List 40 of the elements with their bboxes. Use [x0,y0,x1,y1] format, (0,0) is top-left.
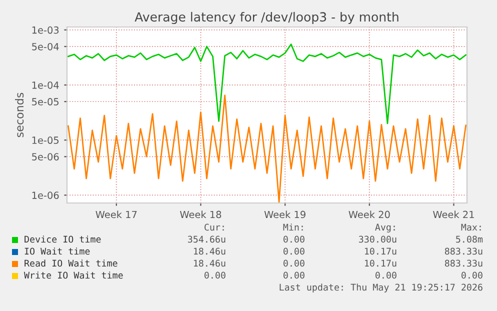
y-tick-label: 1e-05 [32,136,59,144]
text: 18.46u [194,248,226,255]
y-tick-label: 5e-05 [32,98,59,106]
text: 330.00u [358,236,396,243]
text: 883.33u [444,248,482,255]
text: 10.17u [364,248,396,255]
y-axis-title: seconds [15,92,24,138]
text: 883.33u [444,260,482,267]
y-tick-label: 5e-06 [32,153,59,160]
y-tick-label: 1e-06 [32,192,59,199]
text: 0.00 [462,272,482,279]
text: 10.17u [364,260,396,267]
legend-label: Write IO Wait time [24,272,123,279]
text: 0.00 [376,272,396,279]
y-tick-label: 1e-03 [32,26,59,34]
text: Cur: [204,224,224,231]
text: 0.00 [284,236,304,243]
x-tick-label: Week 18 [180,210,222,218]
line-series [68,44,466,124]
legend-label: Read IO Wait time [24,260,118,267]
text: 0.00 [284,272,304,279]
text: 0.00 [284,260,304,267]
text: 0.00 [204,272,226,279]
text: Max: [461,224,481,231]
text: 354.66u [188,236,226,243]
text: 18.46u [194,260,226,267]
text: Last update: Thu May 21 19:25:17 2026 [280,284,482,292]
legend-label: Device IO time [24,236,101,243]
text: 0.00 [284,248,304,255]
x-tick-label: Week 20 [348,210,390,218]
x-tick-label: Week 19 [264,210,306,218]
text: 5.08m [456,236,483,243]
text: Avg: [375,224,395,232]
chart-title: Average latency for /dev/loop3 - by month [134,12,398,24]
text: Min: [283,224,303,231]
y-tick-label: 1e-04 [32,81,59,89]
x-tick-label: Week 17 [96,210,137,218]
y-tick-label: 5e-04 [32,42,59,50]
legend-label: IO Wait time [24,248,90,255]
x-tick-label: Week 21 [433,210,474,218]
